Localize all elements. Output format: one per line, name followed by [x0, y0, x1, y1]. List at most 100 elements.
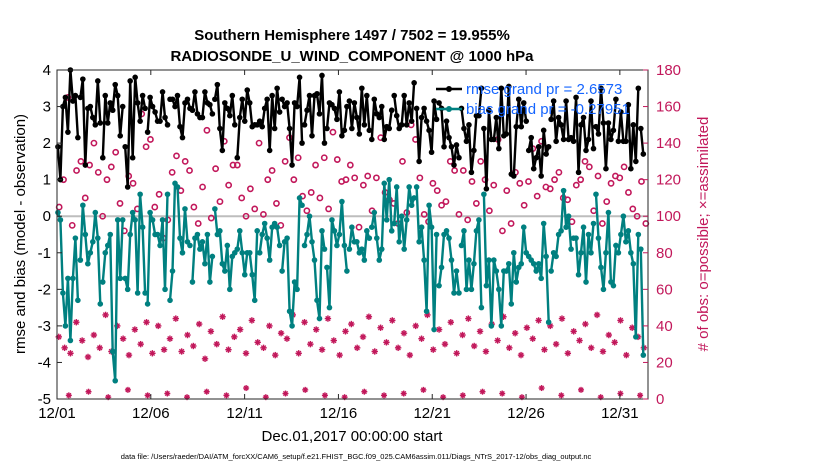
legend-rmse-label: rmse grand pr = 2.6573 — [466, 81, 622, 98]
bias-point — [421, 257, 427, 263]
obs-assimilated-marker — [96, 344, 103, 352]
bias-point — [279, 268, 285, 274]
asterisk-stroke — [558, 392, 564, 398]
rmse-point — [129, 154, 136, 161]
y-right-tick-label: 140 — [656, 135, 681, 152]
obs-possible-marker — [233, 161, 241, 169]
bias-point — [187, 242, 193, 249]
bias-point — [90, 239, 96, 245]
rmse-point — [493, 114, 500, 121]
obs-assimilated-marker — [353, 344, 361, 352]
rmse-point — [548, 116, 554, 123]
bias-point — [623, 239, 629, 245]
bias-point — [62, 323, 69, 329]
x-axis-label: Dec.01,2017 00:00:00 start — [262, 428, 444, 445]
obs-possible-marker — [346, 161, 354, 169]
rmse-point — [80, 76, 86, 82]
obs-assimilated-marker — [447, 319, 455, 326]
asterisk-stroke — [512, 330, 518, 336]
legend-bias-marker — [446, 106, 452, 112]
obs-assimilated-marker — [84, 353, 92, 361]
asterisk-stroke — [79, 337, 85, 344]
rmse-point — [570, 138, 577, 145]
bias-point — [157, 242, 163, 249]
asterisk-stroke — [479, 389, 486, 395]
obs-assimilated-marker — [236, 326, 244, 333]
bias-point — [451, 290, 457, 296]
bias-point — [381, 180, 388, 187]
asterisk-stroke — [559, 315, 565, 322]
rmse-point — [324, 125, 330, 132]
asterisk-stroke — [178, 348, 185, 355]
rmse-point — [152, 109, 158, 115]
rmse-point — [344, 103, 350, 110]
rmse-point — [573, 94, 579, 101]
rmse-point — [55, 143, 61, 150]
rmse-point — [623, 138, 629, 145]
obs-possible-marker — [455, 210, 463, 218]
rmse-point — [301, 122, 308, 128]
bias-point — [488, 323, 495, 329]
rmse-point — [94, 78, 101, 84]
obs-assimilated-marker — [377, 324, 384, 331]
rmse-point — [625, 101, 632, 108]
obs-assimilated-floor-marker — [223, 392, 230, 399]
bias-point — [284, 235, 290, 241]
bias-point — [493, 268, 500, 274]
bias-point — [144, 301, 151, 307]
rmse-point — [224, 105, 231, 112]
bias-point — [139, 224, 146, 230]
bias-point — [234, 246, 241, 252]
rmse-point — [575, 169, 582, 176]
asterisk-stroke — [91, 332, 97, 338]
rmse-point — [222, 100, 228, 106]
asterisk-stroke — [420, 387, 427, 393]
y-left-tick-label: -1 — [38, 245, 51, 262]
asterisk-stroke — [499, 390, 505, 397]
obs-possible-marker — [503, 187, 511, 195]
asterisk-stroke — [202, 356, 208, 362]
asterisk-stroke — [383, 339, 390, 346]
obs-possible-marker — [255, 139, 263, 147]
bias-point — [331, 228, 338, 234]
rmse-point — [628, 165, 634, 172]
obs-assimilated-floor-marker — [243, 385, 250, 392]
obs-assimilated-marker — [465, 315, 472, 322]
obs-assimilated-marker — [593, 311, 601, 319]
rmse-point — [486, 107, 492, 114]
obs-assimilated-marker — [125, 351, 133, 359]
y-right-tick-label: 100 — [656, 208, 681, 225]
bias-point — [127, 231, 133, 238]
rmse-point — [227, 112, 233, 119]
asterisk-stroke — [225, 346, 232, 353]
obs-possible-marker — [294, 154, 302, 162]
bias-point — [588, 249, 594, 256]
bias-point — [109, 348, 116, 355]
obs-possible-marker — [373, 174, 380, 182]
asterisk-stroke — [629, 324, 635, 331]
obs-possible-marker — [251, 205, 259, 213]
rmse-point — [406, 100, 412, 106]
obs-possible-marker — [246, 185, 254, 193]
bias-point — [75, 297, 81, 304]
bias-point — [575, 271, 582, 278]
rmse-point — [638, 125, 644, 132]
obs-possible-marker — [77, 157, 85, 165]
asterisk-stroke — [354, 345, 360, 351]
bias-point — [212, 206, 218, 212]
obs-assimilated-floor-marker — [459, 392, 466, 399]
obs-assimilated-marker — [184, 331, 191, 339]
bias-point — [162, 286, 168, 293]
rmse-point — [87, 103, 94, 110]
asterisk-stroke — [66, 392, 72, 398]
obs-assimilated-marker — [570, 328, 577, 335]
obs-assimilated-marker — [348, 320, 355, 328]
asterisk-stroke — [372, 348, 378, 355]
obs-possible-marker — [281, 157, 289, 165]
obs-assimilated-marker — [160, 346, 168, 353]
rmse-point — [446, 134, 452, 141]
obs-assimilated-marker — [324, 315, 332, 322]
bias-point — [496, 286, 502, 293]
rmse-point — [264, 96, 270, 103]
asterisk-stroke — [61, 345, 68, 351]
